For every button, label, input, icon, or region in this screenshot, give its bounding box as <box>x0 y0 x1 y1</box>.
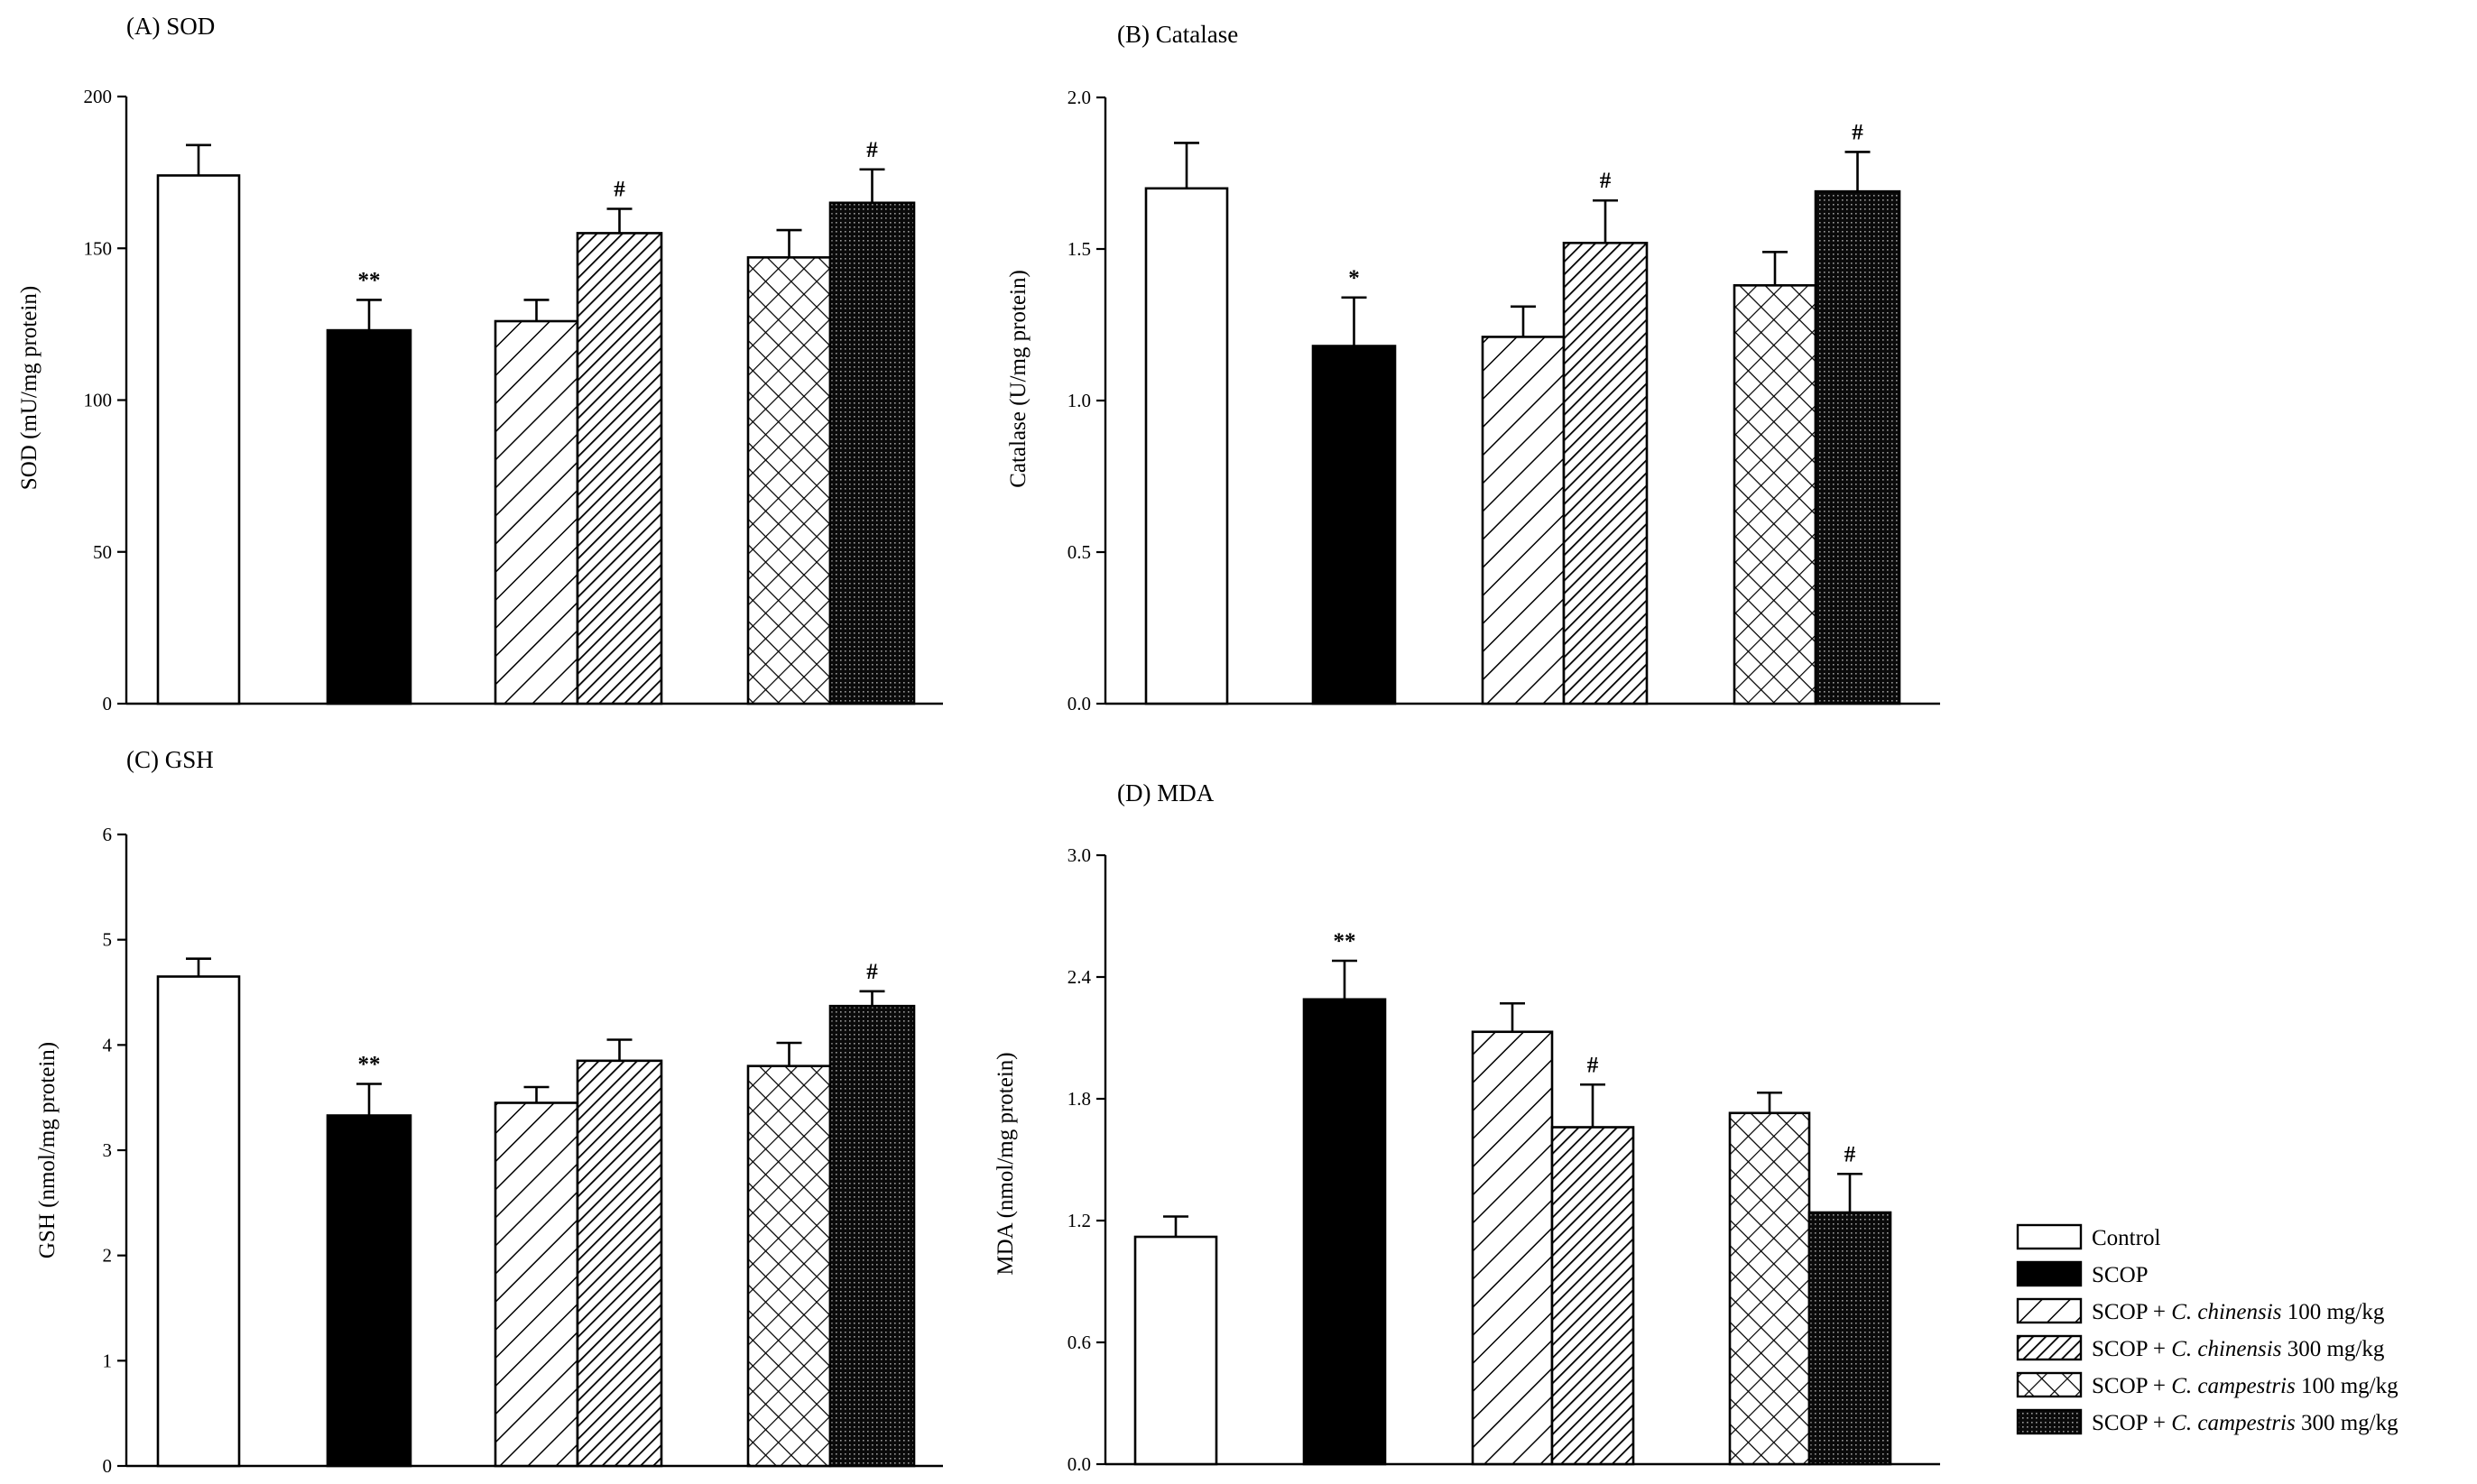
significance-marker: ** <box>1334 929 1356 954</box>
panel-mda: (D) MDA MDA (nmol/mg protein) 0.0 0.6 1.2 1… <box>994 779 1940 1475</box>
y-tick-label: 200 <box>84 86 113 107</box>
bar <box>494 319 579 705</box>
legend: Control SCOP SCOP + C. chinensis 100 mg/kg… <box>2016 1223 2398 1435</box>
y-tick-label: 50 <box>93 541 112 563</box>
bar <box>1481 336 1566 705</box>
legend-label: SCOP + C. campestris 300 mg/kg <box>2092 1411 2398 1435</box>
legend-label: SCOP + C. campestris 100 mg/kg <box>2092 1374 2398 1398</box>
bar <box>576 232 663 705</box>
panel-gsh: (C) GSH GSH (nmol/mg protein) 0 1 2 3 4 5 6 ** # <box>35 746 943 1477</box>
bar <box>828 1004 916 1468</box>
y-tick-label: 5 <box>103 929 113 951</box>
significance-marker: # <box>1587 1053 1599 1077</box>
bar <box>1562 241 1649 705</box>
significance-marker: ** <box>358 268 381 292</box>
legend-label: SCOP + C. chinensis 300 mg/kg <box>2092 1337 2385 1361</box>
bar <box>1733 284 1817 705</box>
y-tick-label: 0 <box>103 1455 113 1477</box>
bar <box>1133 1235 1218 1466</box>
y-tick-label: 3 <box>103 1139 113 1161</box>
bar <box>1728 1111 1811 1466</box>
bar <box>494 1101 579 1468</box>
legend-label: SCOP <box>2092 1263 2149 1287</box>
y-tick-label: 3.0 <box>1068 844 1091 866</box>
y-tick-label: 0.6 <box>1068 1332 1091 1353</box>
legend-label: Control <box>2092 1226 2160 1250</box>
y-axis-label: MDA (nmol/mg protein) <box>994 1052 1018 1275</box>
panel-catalase: (B) Catalase Catalase (U/mg protein) 0.0… <box>1006 21 1940 714</box>
y-tick-label: 2.0 <box>1068 87 1091 108</box>
bar <box>326 1114 412 1468</box>
legend-swatch <box>2016 1371 2083 1398</box>
y-tick-label: 100 <box>84 390 113 411</box>
bar <box>326 328 412 705</box>
legend-swatch <box>2016 1297 2083 1324</box>
significance-marker: # <box>1844 1142 1856 1166</box>
y-tick-label: 150 <box>84 237 113 259</box>
bar <box>576 1059 663 1468</box>
y-axis-label: SOD (mU/mg protein) <box>17 286 42 490</box>
bar <box>1302 998 1387 1466</box>
y-tick-label: 0.0 <box>1068 1453 1091 1475</box>
panel-title: (A) SOD <box>126 13 215 40</box>
significance-marker: # <box>614 178 625 202</box>
legend-swatch <box>2016 1260 2083 1287</box>
y-axis-label: GSH (nmol/mg protein) <box>35 1042 60 1258</box>
bar <box>1311 345 1397 705</box>
significance-marker: # <box>1852 120 1863 144</box>
significance-marker: # <box>866 138 878 162</box>
significance-marker: ** <box>358 1053 381 1077</box>
panel-title: (B) Catalase <box>1117 21 1238 48</box>
y-tick-label: 2 <box>103 1245 113 1267</box>
y-tick-label: 0 <box>103 693 113 714</box>
panel-title: (D) MDA <box>1117 779 1215 807</box>
significance-marker: * <box>1348 266 1360 290</box>
legend-swatch <box>2016 1334 2083 1361</box>
y-tick-label: 0.5 <box>1068 541 1091 563</box>
legend-label: SCOP + C. chinensis 100 mg/kg <box>2092 1300 2385 1324</box>
bar <box>828 201 916 705</box>
legend-swatch <box>2016 1408 2083 1435</box>
y-tick-label: 2.4 <box>1068 966 1092 988</box>
bar <box>156 975 241 1468</box>
bar <box>1471 1030 1554 1466</box>
y-tick-label: 1.0 <box>1068 390 1091 411</box>
y-tick-label: 1.8 <box>1068 1088 1091 1110</box>
y-axis-label: Catalase (U/mg protein) <box>1006 270 1031 488</box>
bar <box>1807 1211 1892 1466</box>
bar <box>156 174 241 705</box>
significance-marker: # <box>866 960 878 984</box>
panel-sod: (A) SOD SOD (mU/mg protein) 0 50 100 150 200… <box>17 13 943 714</box>
bar <box>746 1065 832 1468</box>
legend-swatch <box>2016 1223 2083 1250</box>
y-tick-label: 1.2 <box>1068 1210 1091 1231</box>
y-tick-label: 6 <box>103 824 113 845</box>
bar <box>746 256 832 705</box>
y-tick-label: 1 <box>103 1350 113 1371</box>
bar <box>1550 1126 1635 1466</box>
significance-marker: # <box>1600 169 1612 193</box>
y-tick-label: 0.0 <box>1068 693 1091 714</box>
bar <box>1814 189 1901 705</box>
bar <box>1144 187 1229 705</box>
panel-title: (C) GSH <box>126 746 214 773</box>
y-tick-label: 1.5 <box>1068 238 1091 260</box>
y-tick-label: 4 <box>103 1034 113 1055</box>
